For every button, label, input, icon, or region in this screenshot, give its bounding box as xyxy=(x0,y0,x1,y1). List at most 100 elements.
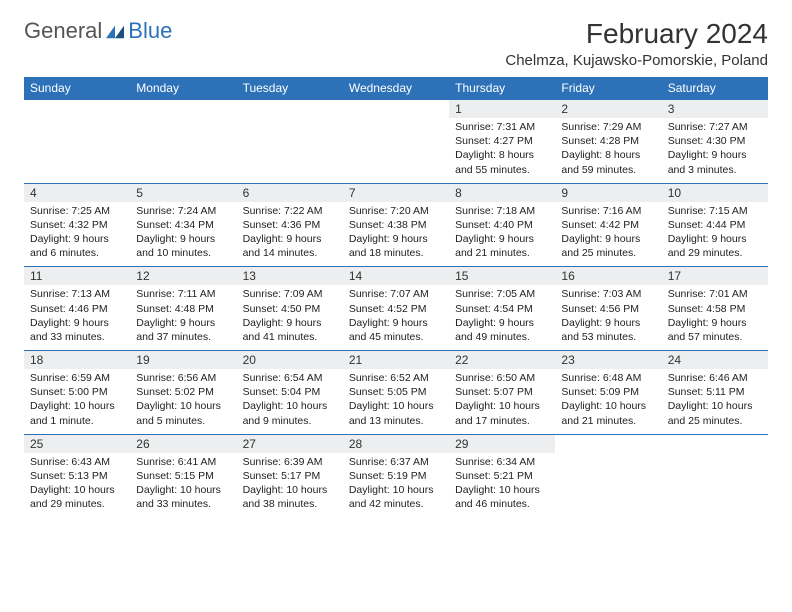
day-number: 19 xyxy=(130,351,236,369)
header: General Blue February 2024 Chelmza, Kuja… xyxy=(24,18,768,69)
title-block: February 2024 Chelmza, Kujawsko-Pomorski… xyxy=(505,18,768,69)
day-details: Sunrise: 6:54 AMSunset: 5:04 PMDaylight:… xyxy=(237,369,343,434)
day-cell: 27Sunrise: 6:39 AMSunset: 5:17 PMDayligh… xyxy=(237,434,343,517)
day-header: Friday xyxy=(555,77,661,100)
day-number: 27 xyxy=(237,435,343,453)
day-cell: 7Sunrise: 7:20 AMSunset: 4:38 PMDaylight… xyxy=(343,183,449,267)
day-cell: 11Sunrise: 7:13 AMSunset: 4:46 PMDayligh… xyxy=(24,267,130,351)
day-cell: 19Sunrise: 6:56 AMSunset: 5:02 PMDayligh… xyxy=(130,351,236,435)
day-cell: 16Sunrise: 7:03 AMSunset: 4:56 PMDayligh… xyxy=(555,267,661,351)
day-cell: 26Sunrise: 6:41 AMSunset: 5:15 PMDayligh… xyxy=(130,434,236,517)
day-cell: 18Sunrise: 6:59 AMSunset: 5:00 PMDayligh… xyxy=(24,351,130,435)
day-details: Sunrise: 7:29 AMSunset: 4:28 PMDaylight:… xyxy=(555,118,661,183)
day-details: Sunrise: 6:41 AMSunset: 5:15 PMDaylight:… xyxy=(130,453,236,518)
day-number: 22 xyxy=(449,351,555,369)
day-cell: 23Sunrise: 6:48 AMSunset: 5:09 PMDayligh… xyxy=(555,351,661,435)
calendar-page: General Blue February 2024 Chelmza, Kuja… xyxy=(0,0,792,535)
day-cell: 20Sunrise: 6:54 AMSunset: 5:04 PMDayligh… xyxy=(237,351,343,435)
day-details: Sunrise: 7:09 AMSunset: 4:50 PMDaylight:… xyxy=(237,285,343,350)
day-details: Sunrise: 6:34 AMSunset: 5:21 PMDaylight:… xyxy=(449,453,555,518)
day-cell: 2Sunrise: 7:29 AMSunset: 4:28 PMDaylight… xyxy=(555,100,661,184)
day-number: 1 xyxy=(449,100,555,118)
day-details: Sunrise: 7:27 AMSunset: 4:30 PMDaylight:… xyxy=(662,118,768,183)
day-details: Sunrise: 7:05 AMSunset: 4:54 PMDaylight:… xyxy=(449,285,555,350)
day-number: 29 xyxy=(449,435,555,453)
day-header-row: SundayMondayTuesdayWednesdayThursdayFrid… xyxy=(24,77,768,100)
empty-day-cell xyxy=(237,100,343,184)
day-cell: 29Sunrise: 6:34 AMSunset: 5:21 PMDayligh… xyxy=(449,434,555,517)
day-details: Sunrise: 6:56 AMSunset: 5:02 PMDaylight:… xyxy=(130,369,236,434)
week-row: 1Sunrise: 7:31 AMSunset: 4:27 PMDaylight… xyxy=(24,100,768,184)
day-details: Sunrise: 7:18 AMSunset: 4:40 PMDaylight:… xyxy=(449,202,555,267)
day-details: Sunrise: 6:52 AMSunset: 5:05 PMDaylight:… xyxy=(343,369,449,434)
day-details: Sunrise: 6:43 AMSunset: 5:13 PMDaylight:… xyxy=(24,453,130,518)
empty-day-cell xyxy=(343,100,449,184)
day-cell: 4Sunrise: 7:25 AMSunset: 4:32 PMDaylight… xyxy=(24,183,130,267)
day-header: Monday xyxy=(130,77,236,100)
day-number: 11 xyxy=(24,267,130,285)
day-number: 9 xyxy=(555,184,661,202)
day-number: 18 xyxy=(24,351,130,369)
week-row: 18Sunrise: 6:59 AMSunset: 5:00 PMDayligh… xyxy=(24,351,768,435)
location-text: Chelmza, Kujawsko-Pomorskie, Poland xyxy=(505,52,768,69)
calendar-table: SundayMondayTuesdayWednesdayThursdayFrid… xyxy=(24,77,768,517)
day-number: 26 xyxy=(130,435,236,453)
brand-logo: General Blue xyxy=(24,18,172,44)
day-details: Sunrise: 6:37 AMSunset: 5:19 PMDaylight:… xyxy=(343,453,449,518)
brand-part1: General xyxy=(24,18,102,44)
day-cell: 14Sunrise: 7:07 AMSunset: 4:52 PMDayligh… xyxy=(343,267,449,351)
day-header: Wednesday xyxy=(343,77,449,100)
day-number: 12 xyxy=(130,267,236,285)
logo-triangle-icon xyxy=(106,23,124,39)
day-cell: 25Sunrise: 6:43 AMSunset: 5:13 PMDayligh… xyxy=(24,434,130,517)
brand-part2: Blue xyxy=(128,18,172,44)
day-number: 2 xyxy=(555,100,661,118)
day-number: 28 xyxy=(343,435,449,453)
day-header: Saturday xyxy=(662,77,768,100)
week-row: 11Sunrise: 7:13 AMSunset: 4:46 PMDayligh… xyxy=(24,267,768,351)
day-details: Sunrise: 6:39 AMSunset: 5:17 PMDaylight:… xyxy=(237,453,343,518)
day-details: Sunrise: 7:13 AMSunset: 4:46 PMDaylight:… xyxy=(24,285,130,350)
day-cell: 1Sunrise: 7:31 AMSunset: 4:27 PMDaylight… xyxy=(449,100,555,184)
day-number: 23 xyxy=(555,351,661,369)
day-number: 6 xyxy=(237,184,343,202)
day-number: 14 xyxy=(343,267,449,285)
month-title: February 2024 xyxy=(505,18,768,50)
day-cell: 21Sunrise: 6:52 AMSunset: 5:05 PMDayligh… xyxy=(343,351,449,435)
day-number: 24 xyxy=(662,351,768,369)
day-details: Sunrise: 6:50 AMSunset: 5:07 PMDaylight:… xyxy=(449,369,555,434)
day-cell: 5Sunrise: 7:24 AMSunset: 4:34 PMDaylight… xyxy=(130,183,236,267)
day-cell: 15Sunrise: 7:05 AMSunset: 4:54 PMDayligh… xyxy=(449,267,555,351)
week-row: 4Sunrise: 7:25 AMSunset: 4:32 PMDaylight… xyxy=(24,183,768,267)
day-details: Sunrise: 7:25 AMSunset: 4:32 PMDaylight:… xyxy=(24,202,130,267)
empty-day-cell xyxy=(555,434,661,517)
day-details: Sunrise: 7:31 AMSunset: 4:27 PMDaylight:… xyxy=(449,118,555,183)
day-cell: 8Sunrise: 7:18 AMSunset: 4:40 PMDaylight… xyxy=(449,183,555,267)
day-cell: 12Sunrise: 7:11 AMSunset: 4:48 PMDayligh… xyxy=(130,267,236,351)
day-number: 10 xyxy=(662,184,768,202)
day-details: Sunrise: 7:22 AMSunset: 4:36 PMDaylight:… xyxy=(237,202,343,267)
day-number: 5 xyxy=(130,184,236,202)
day-details: Sunrise: 7:03 AMSunset: 4:56 PMDaylight:… xyxy=(555,285,661,350)
empty-day-cell xyxy=(24,100,130,184)
day-cell: 10Sunrise: 7:15 AMSunset: 4:44 PMDayligh… xyxy=(662,183,768,267)
day-header: Thursday xyxy=(449,77,555,100)
day-number: 25 xyxy=(24,435,130,453)
day-number: 4 xyxy=(24,184,130,202)
week-row: 25Sunrise: 6:43 AMSunset: 5:13 PMDayligh… xyxy=(24,434,768,517)
day-number: 21 xyxy=(343,351,449,369)
day-details: Sunrise: 7:07 AMSunset: 4:52 PMDaylight:… xyxy=(343,285,449,350)
day-details: Sunrise: 7:11 AMSunset: 4:48 PMDaylight:… xyxy=(130,285,236,350)
day-number: 8 xyxy=(449,184,555,202)
day-number: 7 xyxy=(343,184,449,202)
day-details: Sunrise: 6:59 AMSunset: 5:00 PMDaylight:… xyxy=(24,369,130,434)
empty-day-cell xyxy=(130,100,236,184)
day-details: Sunrise: 7:24 AMSunset: 4:34 PMDaylight:… xyxy=(130,202,236,267)
day-cell: 6Sunrise: 7:22 AMSunset: 4:36 PMDaylight… xyxy=(237,183,343,267)
day-details: Sunrise: 6:46 AMSunset: 5:11 PMDaylight:… xyxy=(662,369,768,434)
day-details: Sunrise: 7:16 AMSunset: 4:42 PMDaylight:… xyxy=(555,202,661,267)
day-number: 13 xyxy=(237,267,343,285)
day-number: 15 xyxy=(449,267,555,285)
day-header: Tuesday xyxy=(237,77,343,100)
day-details: Sunrise: 7:15 AMSunset: 4:44 PMDaylight:… xyxy=(662,202,768,267)
